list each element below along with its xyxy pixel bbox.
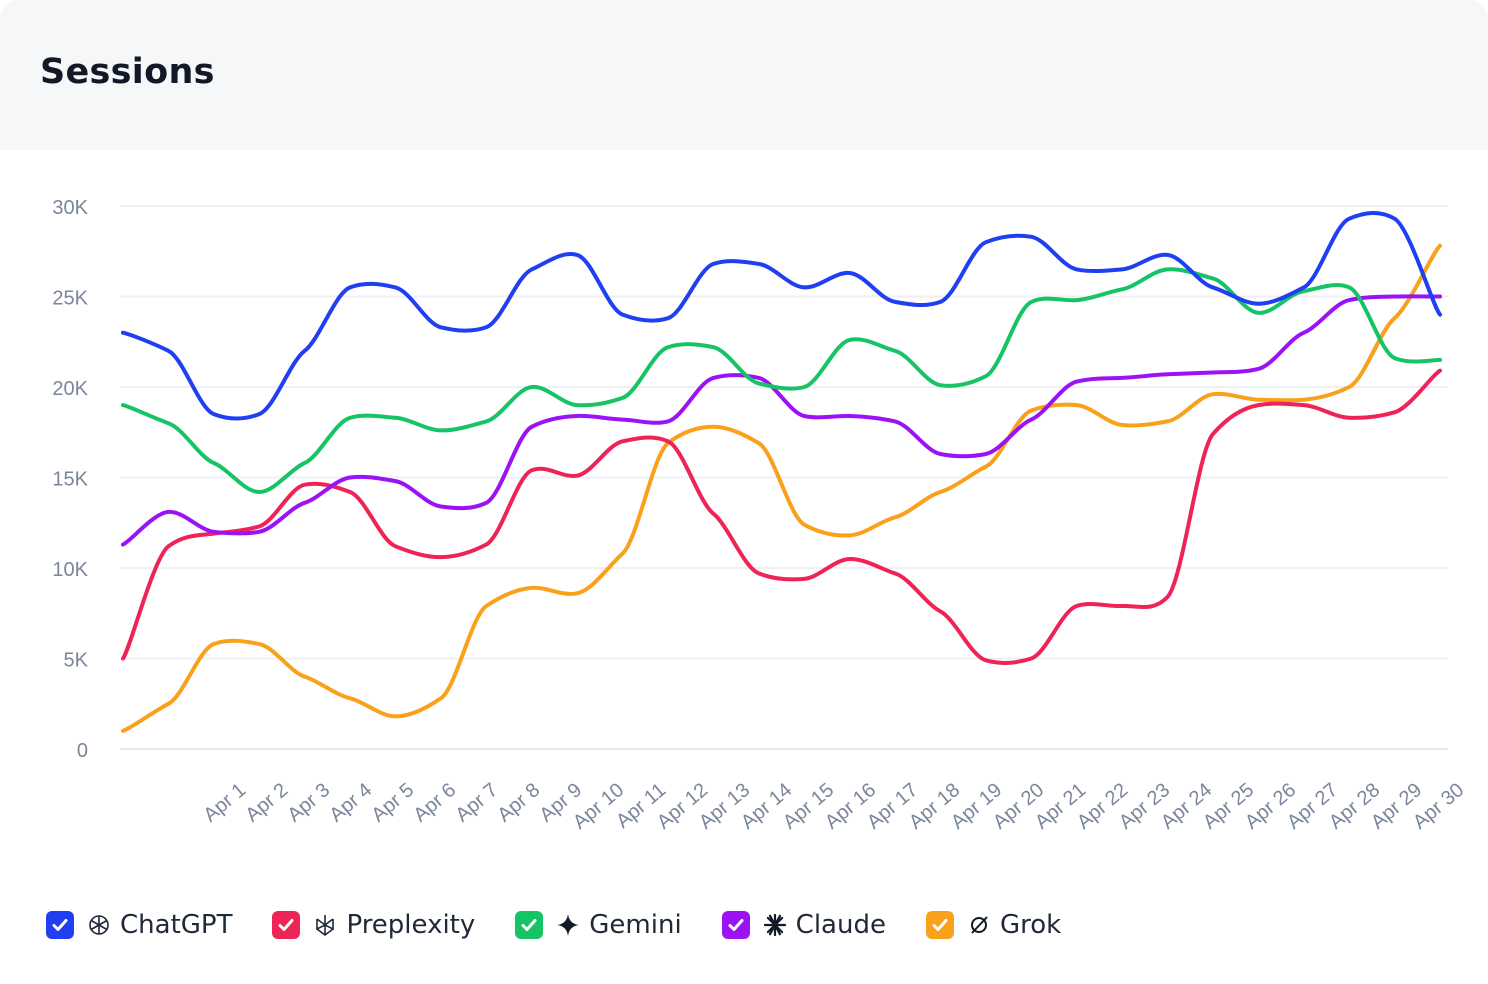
x-tick-label: Apr 2 xyxy=(241,779,292,827)
legend-item-chatgpt[interactable]: ChatGPT xyxy=(46,910,232,940)
legend-label: Preplexity xyxy=(346,910,476,940)
openai-icon xyxy=(86,912,112,938)
checkbox-checked-icon[interactable] xyxy=(515,911,544,939)
series-line-grok xyxy=(121,243,1442,733)
y-tick-label: 0 xyxy=(77,740,88,762)
gemini-sparkle-icon xyxy=(555,912,581,938)
y-tick-label: 10K xyxy=(52,559,88,581)
y-tick-label: 15K xyxy=(52,469,88,491)
series-line-preplexity xyxy=(121,368,1442,665)
series-line-claude xyxy=(121,294,1442,547)
y-tick-label: 20K xyxy=(52,378,88,400)
legend-label: Grok xyxy=(999,910,1062,940)
series-line-chatgpt xyxy=(121,211,1442,421)
y-tick-label: 5K xyxy=(64,650,89,672)
y-tick-label: 30K xyxy=(52,197,88,219)
legend-label: Gemini xyxy=(589,910,682,940)
x-tick-label: Apr 8 xyxy=(493,779,544,827)
x-tick-label: Apr 5 xyxy=(367,779,418,827)
chart-legend: ChatGPT Preplexity Gemini Claude Grok xyxy=(46,906,1101,944)
checkbox-checked-icon[interactable] xyxy=(721,911,750,939)
legend-item-gemini[interactable]: Gemini xyxy=(515,910,682,940)
y-tick-label: 25K xyxy=(52,288,88,310)
grok-slash-icon xyxy=(966,912,992,938)
x-tick-label: Apr 3 xyxy=(283,779,334,827)
perplexity-icon xyxy=(312,912,338,938)
legend-label: ChatGPT xyxy=(120,910,233,940)
x-tick-label: Apr 6 xyxy=(409,779,460,827)
legend-item-claude[interactable]: Claude xyxy=(721,910,886,940)
checkbox-checked-icon[interactable] xyxy=(925,911,954,939)
legend-item-preplexity[interactable]: Preplexity xyxy=(272,910,475,940)
x-tick-label: Apr 4 xyxy=(325,779,376,827)
checkbox-checked-icon[interactable] xyxy=(46,911,74,939)
legend-label: Claude xyxy=(795,910,886,940)
grid-lines xyxy=(120,205,1448,750)
y-axis: 0 5K 10K 15K 20K 25K 30K xyxy=(52,197,88,762)
series-lines xyxy=(121,211,1442,733)
checkbox-checked-icon[interactable] xyxy=(272,911,301,939)
legend-item-grok[interactable]: Grok xyxy=(925,910,1062,940)
x-tick-label: Apr 7 xyxy=(451,779,502,827)
x-tick-label: Apr 1 xyxy=(199,779,250,827)
claude-asterisk-icon xyxy=(762,912,788,938)
series-line-gemini xyxy=(121,267,1442,494)
card-title: Sessions xyxy=(40,52,215,92)
card-header: Sessions xyxy=(0,0,1488,150)
